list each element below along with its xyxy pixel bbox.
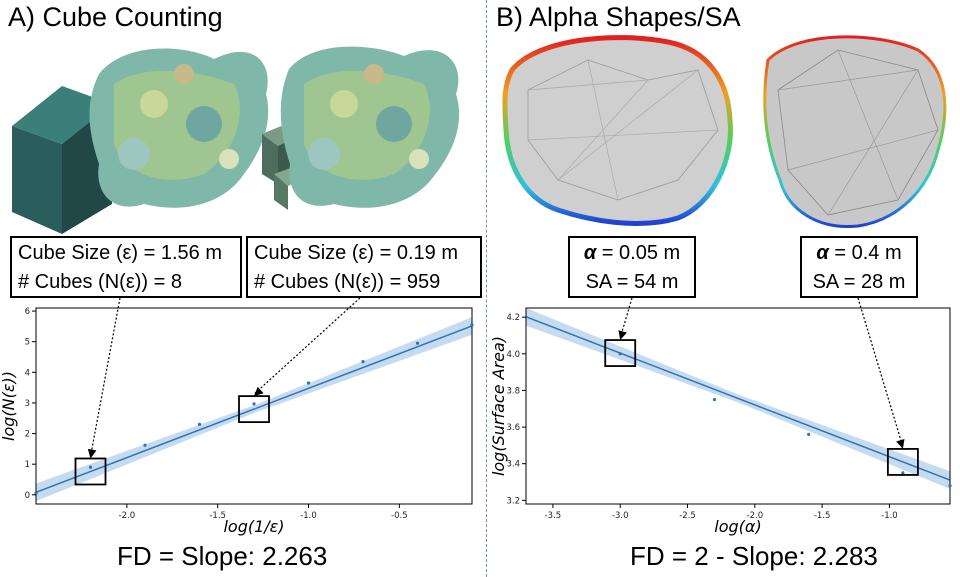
x-tick-label: -1.5 (209, 511, 226, 521)
coral-reef-right (280, 46, 460, 208)
data-point (143, 443, 147, 447)
arrow-head (896, 439, 905, 449)
panel-divider (486, 0, 487, 577)
arrow-head (618, 330, 627, 341)
y-tick-label: 2 (25, 430, 30, 440)
y-tick-label: 4 (25, 368, 30, 378)
y-tick-label: 1 (25, 460, 30, 470)
coral-reef-left (89, 48, 269, 208)
dotted-arrow (89, 297, 121, 457)
x-axis-label: log(α) (714, 517, 761, 536)
data-point (197, 422, 202, 426)
arrow-head (254, 386, 264, 397)
arrow-head (87, 448, 97, 459)
y-tick-label: 4.0 (506, 350, 520, 360)
data-point (306, 381, 311, 385)
y-axis-label: log(Surface Area) (489, 336, 508, 476)
y-tick-label: 4.2 (506, 313, 520, 323)
x-tick-label: -1.5 (814, 511, 831, 521)
data-point (712, 397, 717, 402)
y-tick-label: 3.4 (506, 460, 520, 470)
y-tick-label: 0 (25, 491, 30, 501)
surface-area-value: SA = 54 m (585, 271, 679, 293)
data-point (948, 484, 952, 488)
data-point (807, 432, 811, 436)
y-tick-label: 5 (25, 338, 30, 348)
data-point (88, 465, 93, 469)
cube-count-large: # Cubes (N(ε)) = 8 (18, 271, 182, 293)
cube-info-box-large: Cube Size (ε) = 1.56 m # Cubes (N(ε)) = … (10, 236, 242, 298)
chart-cube-counting-svg: -2.0 -1.5 -1.0 -0.5 0 1 2 3 4 5 6 log(1/ε) log(N(ε)) (0, 307, 474, 536)
regression-line (35, 325, 473, 493)
y-tick-label: 3.8 (506, 386, 520, 396)
cube-size-large: Cube Size (ε) = 1.56 m (18, 242, 223, 264)
x-tick-label: -2.5 (679, 511, 696, 521)
panel-b-title: B) Alpha Shapes/SA (496, 2, 741, 32)
cube-info-box-small: Cube Size (ε) = 0.19 m # Cubes (N(ε)) = … (246, 236, 482, 298)
plot-frame (525, 307, 951, 505)
alpha-symbol: α (583, 242, 597, 264)
chart-cube-counting: -2.0 -1.5 -1.0 -0.5 0 1 2 3 4 5 6 log(1/ε) log(N(ε)) (0, 300, 480, 545)
panel-b-fd-result: FD = 2 - Slope: 2.283 (630, 541, 878, 571)
cube-size-small: Cube Size (ε) = 0.19 m (254, 242, 459, 264)
y-tick-label: 3.2 (506, 496, 520, 506)
chart-alpha-shapes: -3.5 -3.0 -2.5 -2.0 -1.5 -1.0 3.2 3.4 3.6 3.8 4.0 4… (489, 300, 956, 545)
alpha-symbol: α (816, 242, 829, 264)
regression-line (525, 316, 951, 481)
x-axis-label: log(1/ε) (223, 517, 284, 536)
data-point (618, 352, 622, 356)
data-point (415, 341, 420, 345)
cube-count-small: # Cubes (N(ε)) = 959 (254, 271, 441, 293)
alpha-value: = 0.05 m (596, 242, 681, 264)
chart-alpha-shapes-svg: -3.5 -3.0 -2.5 -2.0 -1.5 -1.0 3.2 3.4 3.6 3.8 4.0 4… (489, 307, 952, 536)
alpha-info-box-small: α = 0.05 m SA = 54 m (568, 236, 696, 298)
x-tick-label: -2.0 (119, 511, 136, 521)
highlight-box (886, 448, 919, 476)
dotted-arrow (619, 297, 633, 339)
data-point (361, 359, 365, 364)
data-point (470, 323, 474, 327)
x-tick-label: -2.0 (747, 511, 764, 521)
data-point (901, 471, 905, 475)
data-point (34, 491, 38, 495)
y-tick-label: 3.6 (506, 423, 520, 433)
panel-a-fd-result: FD = Slope: 2.263 (117, 541, 328, 571)
dotted-arrow (857, 297, 904, 448)
coral-reef-cube-images (12, 46, 460, 234)
x-tick-label: -1.0 (300, 511, 317, 521)
x-tick-label: -1.0 (881, 511, 898, 521)
x-tick-label: -3.0 (612, 511, 629, 521)
plot-frame (35, 307, 473, 505)
y-tick-label: 6 (25, 307, 30, 317)
alpha-shape-mesh-images (502, 35, 947, 229)
alpha-value: = 0.4 m (828, 242, 902, 264)
mesh-left (502, 35, 733, 226)
y-axis-label: log(N(ε)) (0, 371, 18, 441)
alpha-info-box-large: α = 0.4 m SA = 28 m (800, 236, 918, 298)
mesh-right (763, 35, 947, 229)
x-tick-label: -0.5 (391, 511, 408, 521)
y-tick-label: 3 (25, 399, 30, 409)
x-tick-label: -3.5 (545, 511, 562, 521)
dotted-arrow (253, 297, 361, 395)
data-point (252, 402, 256, 406)
panel-a-title: A) Cube Counting (8, 2, 223, 32)
surface-area-value: SA = 28 m (812, 271, 906, 293)
